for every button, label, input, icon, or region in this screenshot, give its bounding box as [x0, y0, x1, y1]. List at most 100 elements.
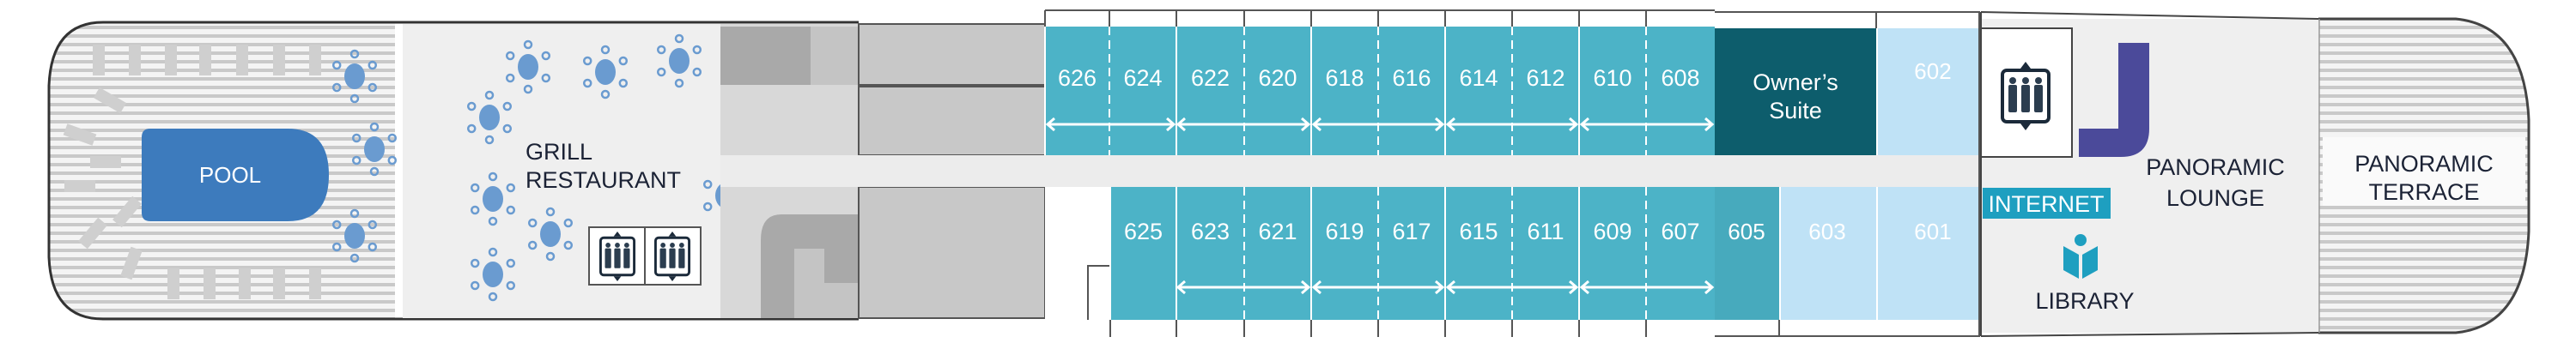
cabin-622[interactable]: [1176, 27, 1244, 155]
panoramic-lounge-label-1: PANORAMIC: [2146, 154, 2285, 180]
cabin-625[interactable]: [1110, 187, 1176, 320]
cabin-number: 623: [1191, 219, 1230, 244]
dining-table-icon: [351, 122, 398, 177]
cabin-624[interactable]: [1109, 27, 1176, 155]
cabin-number: 607: [1661, 219, 1699, 244]
cabin-619[interactable]: [1311, 187, 1378, 320]
panoramic-terrace: PANORAMIC TERRACE: [2318, 17, 2530, 334]
owners-suite[interactable]: [1715, 28, 1876, 155]
cabin-number: 611: [1527, 219, 1564, 244]
cabin-605[interactable]: [1715, 187, 1779, 320]
connecting-arrow: [1311, 117, 1445, 132]
cabin-number: 610: [1593, 65, 1631, 91]
pool: POOL: [142, 129, 329, 221]
sun-lounger-icon: [112, 196, 142, 228]
cabin-number: 608: [1661, 65, 1699, 91]
cabin-number: 626: [1058, 65, 1097, 91]
connecting-arrow: [1045, 117, 1176, 132]
cabin-617[interactable]: [1378, 187, 1445, 320]
panoramic-terrace-label-1: PANORAMIC: [2354, 151, 2494, 177]
dining-table-icon: [505, 39, 551, 94]
cabin-616[interactable]: [1378, 27, 1445, 155]
cabin-603[interactable]: [1781, 187, 1876, 320]
connecting-arrow: [1176, 280, 1311, 295]
cabin-number: 616: [1392, 65, 1431, 91]
internet-label: INTERNET: [1989, 191, 2105, 217]
owners-suite-label-1: Owner’s: [1753, 69, 1838, 95]
cabin-611[interactable]: [1512, 187, 1579, 320]
cabin-615[interactable]: [1445, 187, 1512, 320]
sun-lounger-icon: [273, 45, 285, 75]
grill-label: GRILL: [526, 139, 592, 165]
sun-lounger-icon: [78, 217, 107, 250]
sun-lounger-icon: [167, 268, 179, 299]
cabin-620[interactable]: [1244, 27, 1311, 155]
stairs-icon: [2079, 43, 2149, 157]
cabin-number: 621: [1258, 219, 1297, 244]
connecting-arrow: [1579, 117, 1715, 132]
pool-shape: [142, 129, 329, 221]
dining-table-icon: [656, 33, 702, 88]
sun-lounger-icon: [93, 87, 127, 114]
cabin-number: 612: [1526, 65, 1564, 91]
cabin-614[interactable]: [1445, 27, 1512, 155]
dining-table-icon: [582, 45, 629, 99]
connecting-arrow: [1579, 280, 1715, 295]
cabins: 626 624 622 620 618 616 614 612 610 608 625 623 621 6…: [1044, 9, 1715, 337]
cabin-603-number: 603: [1808, 219, 1845, 244]
sun-loungers: [63, 45, 321, 299]
cabin-601-number: 601: [1914, 219, 1951, 244]
cabin-number: 624: [1123, 65, 1162, 91]
elevator-icon: [2002, 62, 2049, 130]
cabin-number: 609: [1593, 219, 1631, 244]
dining-table-icon: [470, 247, 516, 302]
cabin-602-number: 602: [1914, 58, 1951, 84]
sun-lounger-icon: [165, 45, 177, 75]
sun-lounger-icon: [90, 156, 121, 168]
cabin-number: 615: [1459, 219, 1498, 244]
dining-table-icon: [466, 90, 513, 145]
cabin-number: 617: [1392, 219, 1431, 244]
cabin-number: 614: [1459, 65, 1498, 91]
cabin-number: 620: [1258, 65, 1297, 91]
cabin-607[interactable]: [1646, 187, 1715, 320]
dining-table-icon: [331, 208, 378, 263]
cabin-618[interactable]: [1311, 27, 1378, 155]
cabin-623[interactable]: [1176, 187, 1244, 320]
sun-lounger-icon: [129, 45, 141, 75]
sun-lounger-icon: [120, 246, 143, 280]
cabin-608[interactable]: [1646, 27, 1715, 155]
connecting-arrow: [1311, 280, 1445, 295]
sun-lounger-icon: [309, 268, 321, 299]
library-label: LIBRARY: [2035, 288, 2134, 314]
sun-lounger-icon: [63, 123, 97, 146]
library-book-icon: [2063, 234, 2098, 279]
cabin-number: 619: [1325, 219, 1364, 244]
cabin-number: 618: [1325, 65, 1364, 91]
cabin-610[interactable]: [1579, 27, 1646, 155]
dining-table-icon: [470, 171, 516, 226]
cabin-605-number: 605: [1728, 219, 1765, 244]
cabin-602[interactable]: [1878, 28, 1979, 155]
sun-lounger-icon: [204, 268, 216, 299]
panoramic-lounge-label-2: LOUNGE: [2166, 185, 2264, 211]
internet-badge: [1983, 188, 2111, 219]
cabin-601[interactable]: [1878, 187, 1979, 320]
dining-table-icon: [331, 49, 378, 104]
sun-lounger-icon: [273, 268, 285, 299]
connecting-arrow: [1445, 280, 1579, 295]
cabin-621[interactable]: [1244, 187, 1311, 320]
cabin-609[interactable]: [1579, 187, 1646, 320]
cabin-626[interactable]: [1045, 27, 1109, 155]
sun-lounger-icon: [309, 45, 321, 75]
cabin-number: 622: [1191, 65, 1230, 91]
sun-lounger-icon: [93, 45, 105, 75]
sun-lounger-icon: [199, 45, 211, 75]
cabin-612[interactable]: [1512, 27, 1579, 155]
cabin-number: 625: [1124, 219, 1163, 244]
pool-label: POOL: [199, 162, 261, 188]
sun-lounger-icon: [64, 180, 95, 192]
panoramic-terrace-label-2: TERRACE: [2368, 179, 2479, 205]
sun-lounger-icon: [239, 268, 251, 299]
